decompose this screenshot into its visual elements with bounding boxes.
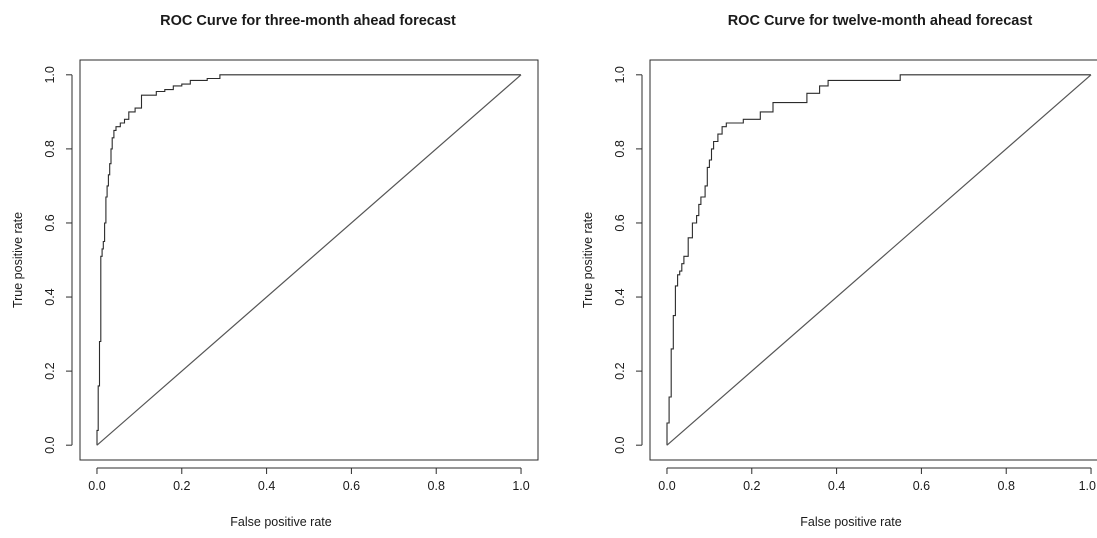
chart-panel-2: ROC Curve for twelve-month ahead forecas… (581, 13, 1097, 529)
y-tick-label: 0.8 (613, 140, 627, 157)
x-tick-label: 0.6 (913, 479, 930, 493)
y-tick-label: 0.6 (43, 214, 57, 231)
y-tick-label: 0.8 (43, 140, 57, 157)
y-tick-label: 0.6 (613, 214, 627, 231)
x-tick-label: 0.2 (173, 479, 190, 493)
y-tick-label: 0.0 (613, 436, 627, 453)
x-tick-label: 0.8 (428, 479, 445, 493)
y-tick-label: 1.0 (43, 66, 57, 83)
y-tick-label: 0.4 (43, 288, 57, 305)
x-tick-label: 0.8 (998, 479, 1015, 493)
chart-panel-1: ROC Curve for three-month ahead forecast… (11, 13, 539, 529)
x-tick-label: 0.6 (343, 479, 360, 493)
x-tick-label: 0.4 (828, 479, 845, 493)
x-tick-label: 0.2 (743, 479, 760, 493)
x-tick-label: 1.0 (512, 479, 529, 493)
roc-curve-line (666, 74, 1091, 446)
chart-title: ROC Curve for three-month ahead forecast (160, 13, 456, 29)
y-axis-label: True positive rate (581, 212, 595, 308)
x-tick-label: 0.0 (658, 479, 675, 493)
chart-title: ROC Curve for twelve-month ahead forecas… (728, 13, 1033, 29)
y-axis-label: True positive rate (11, 212, 25, 308)
y-tick-label: 0.2 (43, 362, 57, 379)
x-tick-label: 0.0 (88, 479, 105, 493)
x-tick-label: 0.4 (258, 479, 275, 493)
plot-frame (649, 59, 1097, 461)
y-tick-label: 1.0 (613, 66, 627, 83)
x-tick-label: 1.0 (1079, 479, 1096, 493)
y-tick-label: 0.4 (613, 288, 627, 305)
diagonal-reference-line (96, 74, 522, 446)
y-tick-label: 0.0 (43, 436, 57, 453)
roc-curve-line (96, 74, 521, 446)
x-axis-label: False positive rate (800, 515, 901, 529)
plot-frame (79, 59, 539, 461)
x-axis-label: False positive rate (230, 515, 331, 529)
diagonal-reference-line (666, 74, 1092, 446)
y-tick-label: 0.2 (613, 362, 627, 379)
